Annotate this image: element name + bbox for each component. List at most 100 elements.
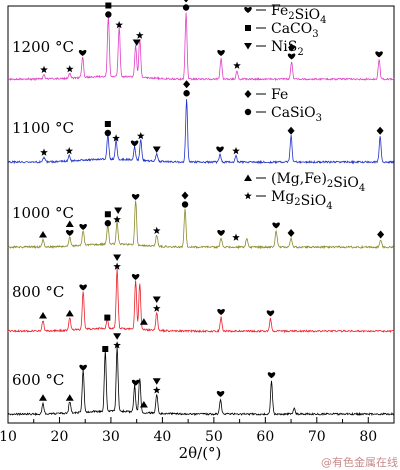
triangle-down-marker <box>244 43 252 50</box>
circle-marker <box>105 11 112 18</box>
x-tick-label: 20 <box>51 429 69 445</box>
heart-marker <box>79 284 87 291</box>
x-tick-label: 60 <box>256 429 274 445</box>
triangle-up-marker <box>65 309 74 317</box>
triangle-up-marker <box>244 174 252 181</box>
x-axis-label: 2θ/(°) <box>179 444 222 462</box>
triangle-up-marker <box>38 394 47 401</box>
star-marker <box>135 31 144 39</box>
square-marker <box>245 25 251 31</box>
heart-marker <box>65 229 74 236</box>
triangle-down-marker <box>152 296 161 303</box>
heart-marker <box>216 390 225 397</box>
triangle-down-marker <box>113 254 122 261</box>
circle-marker <box>244 108 252 116</box>
legend-entry-nis2: NiS2 <box>271 39 304 58</box>
star-marker <box>233 61 241 69</box>
diamond-marker <box>244 90 252 98</box>
heart-marker <box>375 51 383 58</box>
diamond-marker <box>287 229 295 237</box>
watermark: @有色金属在线 <box>321 455 398 469</box>
star-marker <box>40 65 48 74</box>
heart-marker <box>217 229 225 236</box>
star-marker <box>113 262 121 270</box>
triangle-up-marker <box>38 312 47 319</box>
heart-marker <box>244 6 252 13</box>
series-label-600-c: 600 °C <box>12 371 64 389</box>
square-marker <box>104 121 111 127</box>
heart-marker <box>287 53 296 60</box>
series-label-1000-c: 1000 °C <box>12 204 74 222</box>
heart-marker <box>217 49 225 56</box>
triangle-up-marker <box>139 318 148 325</box>
legend-entry-fe: Fe <box>271 87 288 103</box>
x-tick-label: 70 <box>308 429 326 445</box>
triangle-up-marker <box>38 231 47 238</box>
triangle-up-marker <box>65 220 74 227</box>
x-tick-label: 80 <box>359 429 377 445</box>
legend-entry-casio3: CaSiO3 <box>271 105 322 124</box>
trace-1200-c <box>7 12 395 82</box>
square-marker <box>104 314 111 321</box>
circle-marker <box>104 129 112 137</box>
heart-marker <box>131 379 140 386</box>
series-labels: 600 °C 800 °C 1000 °C 1100 °C 1200 °C <box>12 38 74 389</box>
diamond-marker <box>183 0 189 3</box>
diamond-marker <box>287 126 295 135</box>
legend-entry-caco3: CaCO3 <box>271 21 319 40</box>
triangle-down-marker <box>152 146 161 153</box>
trace-1000-c <box>7 200 395 250</box>
x-tick-label: 50 <box>205 429 223 445</box>
series-label-800-c: 800 °C <box>12 283 64 301</box>
triangle-up-marker <box>65 394 74 401</box>
star-marker <box>115 21 123 29</box>
heart-marker <box>266 310 275 317</box>
diamond-marker <box>181 191 189 200</box>
heart-marker <box>79 364 87 371</box>
x-tick-label: 10 <box>0 429 17 445</box>
heart-marker <box>216 146 224 153</box>
triangle-down-marker <box>113 333 122 340</box>
star-marker <box>152 226 161 234</box>
star-marker <box>152 304 161 312</box>
heart-marker <box>78 49 87 56</box>
star-marker <box>113 341 121 349</box>
x-axis: 10 20 30 40 50 60 70 80 <box>0 417 395 445</box>
diamond-marker <box>376 126 384 135</box>
heart-marker <box>79 223 87 230</box>
heart-marker <box>131 273 140 280</box>
star-marker <box>136 132 145 140</box>
trace-1100-c <box>7 99 395 165</box>
legend-entry-mg-fe-2sio4: (Mg,Fe)2SiO4 <box>271 171 365 194</box>
x-tick-label: 40 <box>153 429 171 445</box>
phase-markers <box>38 0 385 408</box>
circle-marker <box>183 90 190 97</box>
star-marker <box>112 134 120 142</box>
circle-marker <box>104 220 112 227</box>
heart-marker <box>131 193 140 200</box>
series-label-1100-c: 1100 °C <box>12 119 74 137</box>
heart-marker <box>267 372 276 379</box>
star-marker <box>40 148 48 156</box>
triangle-down-marker <box>114 207 123 214</box>
star-marker <box>65 147 74 155</box>
triangle-down-marker <box>152 378 161 385</box>
circle-marker <box>182 4 190 11</box>
series-traces <box>7 12 395 417</box>
heart-marker <box>217 308 225 315</box>
trace-600-c <box>7 346 395 417</box>
square-marker <box>104 211 111 218</box>
square-marker <box>102 346 109 352</box>
star-marker <box>65 65 74 73</box>
diamond-marker <box>288 43 296 52</box>
circle-marker <box>181 201 189 208</box>
square-marker <box>105 2 112 9</box>
x-tick-label: 30 <box>102 429 120 445</box>
plot-frame <box>7 5 395 424</box>
star-marker <box>232 233 240 241</box>
heart-marker <box>272 222 280 229</box>
legend-entry-fe2sio4: Fe2SiO4 <box>271 3 327 26</box>
heart-marker <box>130 140 139 147</box>
triangle-down-marker <box>132 39 141 46</box>
